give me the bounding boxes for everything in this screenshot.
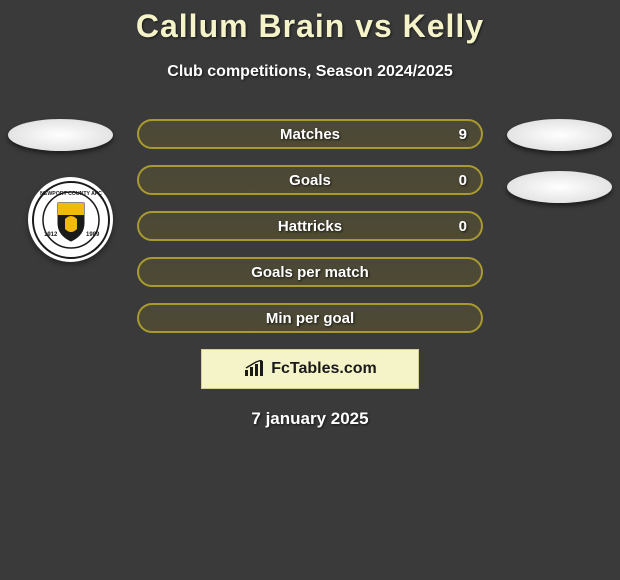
stat-row-goals-per-match: Goals per match (137, 257, 483, 287)
brand-text: FcTables.com (271, 360, 377, 378)
stat-row-matches: Matches 9 (137, 119, 483, 149)
svg-text:NEWPORT COUNTY AFC: NEWPORT COUNTY AFC (40, 191, 102, 197)
stat-row-hattricks: Hattricks 0 (137, 211, 483, 241)
club-badge-newport: NEWPORT COUNTY AFC 1912 1989 (28, 177, 113, 262)
chart-icon (243, 360, 265, 378)
stat-value: 0 (459, 172, 467, 189)
stats-area: NEWPORT COUNTY AFC 1912 1989 Matches 9 G… (0, 119, 620, 429)
player-right-placeholder-1 (507, 119, 612, 151)
stat-value: 9 (459, 126, 467, 143)
stat-label: Min per goal (266, 310, 354, 327)
page-subtitle: Club competitions, Season 2024/2025 (0, 63, 620, 81)
page-title: Callum Brain vs Kelly (0, 8, 620, 45)
stat-label: Hattricks (278, 218, 342, 235)
stat-rows: Matches 9 Goals 0 Hattricks 0 Goals per … (137, 119, 483, 333)
player-left-placeholder (8, 119, 113, 151)
svg-text:1989: 1989 (86, 232, 100, 238)
brand-watermark[interactable]: FcTables.com (201, 349, 419, 389)
footer-date: 7 january 2025 (0, 409, 620, 429)
stat-label: Goals per match (251, 264, 369, 281)
newport-county-badge-icon: NEWPORT COUNTY AFC 1912 1989 (32, 181, 110, 259)
comparison-card: Callum Brain vs Kelly Club competitions,… (0, 0, 620, 429)
player-right-placeholder-2 (507, 171, 612, 203)
stat-label: Matches (280, 126, 340, 143)
stat-row-min-per-goal: Min per goal (137, 303, 483, 333)
stat-label: Goals (289, 172, 331, 189)
svg-text:1912: 1912 (44, 232, 58, 238)
stat-value: 0 (459, 218, 467, 235)
stat-row-goals: Goals 0 (137, 165, 483, 195)
